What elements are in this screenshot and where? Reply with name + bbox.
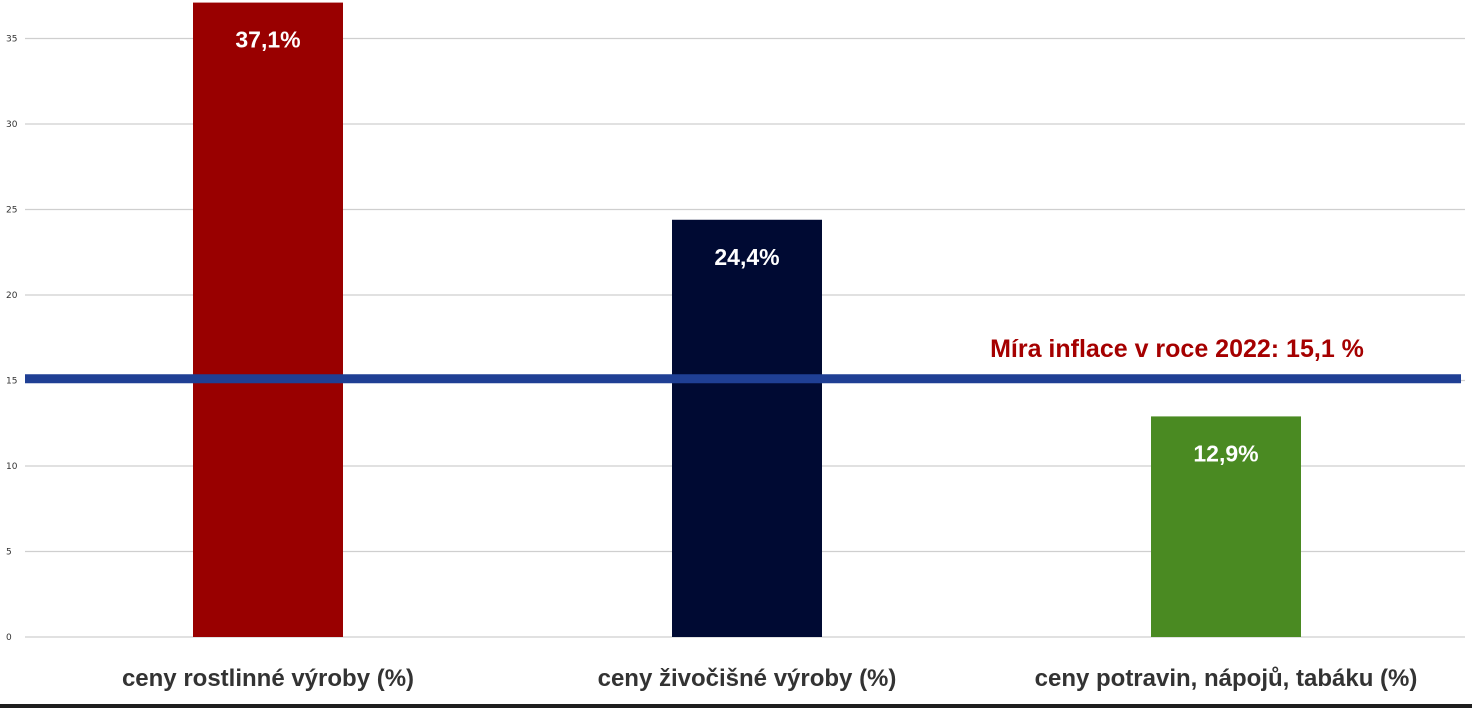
y-axis-ticks: 0 5 10 15 20 25 30 35 xyxy=(6,35,18,644)
bar-2 xyxy=(672,219,822,637)
inflation-reference: Míra inflace v roce 2022: 15,1 % xyxy=(25,335,1461,384)
x-axis-labels: ceny rostlinné výroby (%) ceny živočišné … xyxy=(122,665,1417,692)
data-label: 12,9% xyxy=(1193,440,1258,466)
inflation-label: Míra inflace v roce 2022: 15,1 % xyxy=(990,335,1364,363)
data-labels: 37,1% 24,4% 12,9% xyxy=(235,27,1258,467)
data-label: 24,4% xyxy=(714,244,779,270)
y-tick-label: 5 xyxy=(6,548,12,558)
y-tick-label: 25 xyxy=(6,206,17,216)
y-tick-label: 0 xyxy=(6,633,12,643)
category-label: ceny potravin, nápojů, tabáku (%) xyxy=(1035,665,1418,692)
bar-1 xyxy=(193,2,343,637)
bar-3 xyxy=(1151,416,1301,637)
y-tick-label: 35 xyxy=(6,35,17,45)
y-tick-label: 15 xyxy=(6,377,17,387)
data-label: 37,1% xyxy=(235,27,300,53)
bottom-border xyxy=(0,704,1472,708)
category-label: ceny rostlinné výroby (%) xyxy=(122,665,414,692)
y-tick-label: 10 xyxy=(6,462,18,472)
y-tick-label: 20 xyxy=(6,291,18,301)
bars xyxy=(193,2,1301,637)
category-label: ceny živočišné výroby (%) xyxy=(598,665,897,692)
y-tick-label: 30 xyxy=(6,120,18,130)
